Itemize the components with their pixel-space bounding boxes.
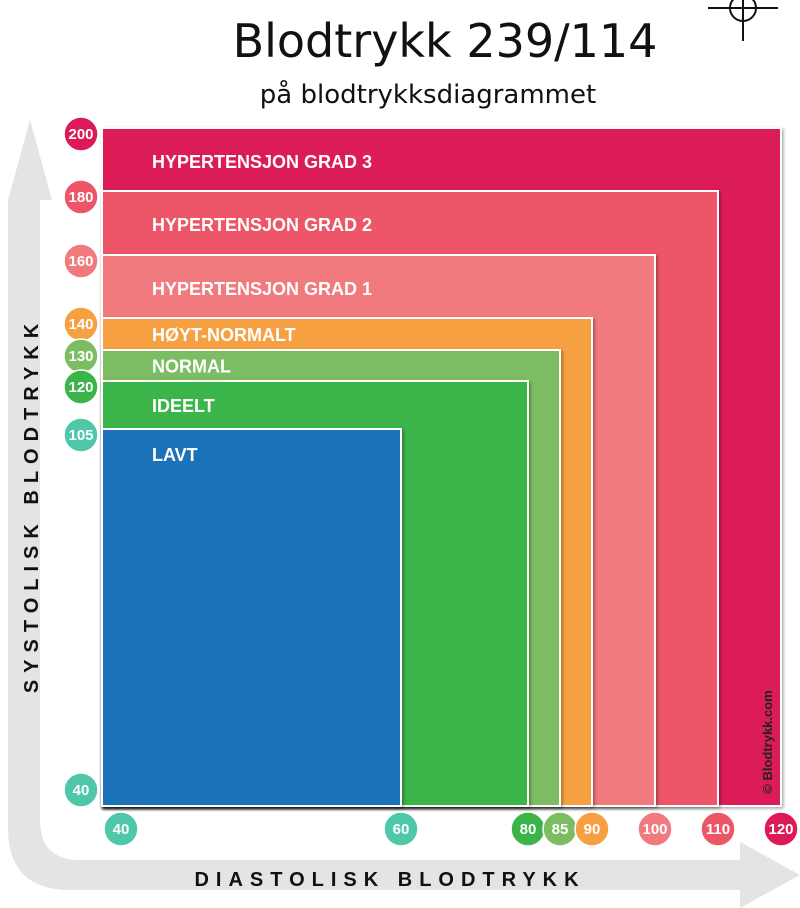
y-tick-badge (63, 369, 99, 405)
chart-title: Blodtrykk 239/114 (232, 14, 658, 68)
reading-marker (708, 0, 778, 41)
y-axis-title: SYSTOLISK BLODTRYKK (21, 317, 43, 693)
x-tick-label: 100 (642, 821, 667, 838)
zone-label: HØYT-NORMALT (152, 325, 296, 345)
y-tick-label: 40 (73, 782, 90, 799)
x-tick-label: 85 (552, 821, 569, 838)
x-tick-badge (574, 811, 610, 847)
zone-label: HYPERTENSJON GRAD 3 (152, 152, 372, 172)
x-tick-label: 120 (768, 821, 793, 838)
x-tick-badge (763, 811, 799, 847)
x-tick: 80 (510, 811, 546, 847)
zone-label: HYPERTENSJON GRAD 2 (152, 215, 372, 235)
zone-label: HYPERTENSJON GRAD 1 (152, 279, 372, 299)
x-tick: 110 (700, 811, 736, 847)
x-tick-label: 60 (393, 821, 410, 838)
x-axis-title: DIASTOLISK BLODTRYKK (194, 869, 585, 891)
x-tick-badge (383, 811, 419, 847)
y-tick-badge (63, 772, 99, 808)
y-tick-badge (63, 179, 99, 215)
x-tick-badge (700, 811, 736, 847)
x-tick-label: 40 (113, 821, 130, 838)
credit-text: © Blodtrykk.com (760, 690, 775, 794)
x-tick: 120 (763, 811, 799, 847)
y-tick: 105 (63, 417, 99, 453)
y-tick: 160 (63, 243, 99, 279)
x-tick: 40 (103, 811, 139, 847)
y-tick-label: 180 (68, 189, 93, 206)
x-tick: 90 (574, 811, 610, 847)
y-tick: 200 (63, 116, 99, 152)
x-tick-badge (637, 811, 673, 847)
y-tick: 120 (63, 369, 99, 405)
x-tick-label: 110 (706, 821, 730, 838)
y-tick-label: 105 (68, 427, 93, 444)
x-tick-label: 80 (520, 821, 537, 838)
chart-subtitle: på blodtrykksdiagrammet (259, 80, 597, 110)
x-tick: 60 (383, 811, 419, 847)
x-tick-badge (103, 811, 139, 847)
x-tick: 100 (637, 811, 673, 847)
x-tick: 85 (542, 811, 578, 847)
y-tick-label: 120 (68, 379, 93, 396)
y-tick-badge (63, 243, 99, 279)
zone-label: IDEELT (152, 396, 215, 416)
y-tick: 180 (63, 179, 99, 215)
y-tick: 40 (63, 772, 99, 808)
y-tick-label: 130 (68, 348, 93, 365)
y-tick-badge (63, 417, 99, 453)
y-tick-label: 200 (68, 126, 93, 143)
zone-lavt (101, 428, 402, 807)
y-tick-badge (63, 116, 99, 152)
zone-label: NORMAL (152, 357, 231, 377)
y-tick-label: 160 (68, 253, 93, 270)
x-tick-label: 90 (584, 821, 601, 838)
zone-label: LAVT (152, 445, 198, 465)
y-tick: 130 (63, 338, 99, 374)
y-tick: 140 (63, 306, 99, 342)
y-tick-label: 140 (68, 316, 93, 333)
